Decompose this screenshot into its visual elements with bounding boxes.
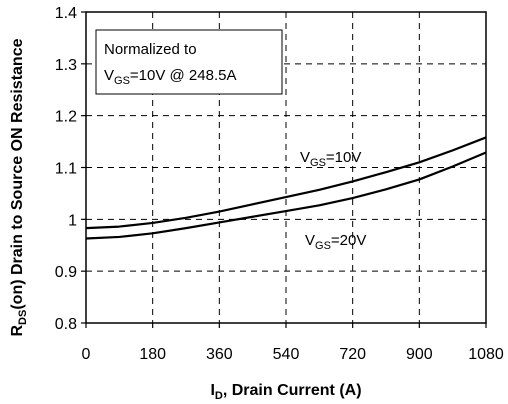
annotation-box xyxy=(95,29,283,95)
grid-lines xyxy=(86,12,486,323)
series-line-vgs20 xyxy=(85,151,487,240)
x-tick-label: 900 xyxy=(406,346,433,363)
x-tick-label: 720 xyxy=(339,346,366,363)
x-tick-label: 180 xyxy=(139,346,166,363)
x-axis-title: ID, Drain Current (A) xyxy=(210,382,361,402)
series-label-vgs20: VGS=20V xyxy=(305,232,366,252)
x-tick-label: 540 xyxy=(273,346,300,363)
y-axis-ticks: 0.8 0.9 1 1.1 1.2 1.3 1.4 xyxy=(55,5,86,333)
x-axis-ticks: 0 180 360 540 720 900 1080 xyxy=(82,323,504,363)
y-tick-label: 1.1 xyxy=(55,161,77,178)
y-tick-label: 1.2 xyxy=(55,109,77,126)
y-tick-label: 0.9 xyxy=(55,264,77,281)
x-tick-label: 1080 xyxy=(468,346,504,363)
series-line-vgs10 xyxy=(85,136,487,230)
series-label-vgs10: VGS=10V xyxy=(300,149,361,169)
y-axis-title: RDS(on) Drain to Source ON Resistance xyxy=(9,38,29,336)
x-tick-label: 0 xyxy=(82,346,91,363)
x-tick-label: 360 xyxy=(206,346,233,363)
y-tick-label: 1 xyxy=(68,212,77,229)
annotation-line-1: Normalized to xyxy=(104,41,197,58)
y-tick-label: 1.4 xyxy=(55,5,77,22)
y-tick-label: 0.8 xyxy=(55,316,77,333)
annotation-line-2: VGS=10V @ 248.5A xyxy=(104,67,236,87)
series-lines xyxy=(85,136,487,240)
y-tick-label: 1.3 xyxy=(55,57,77,74)
